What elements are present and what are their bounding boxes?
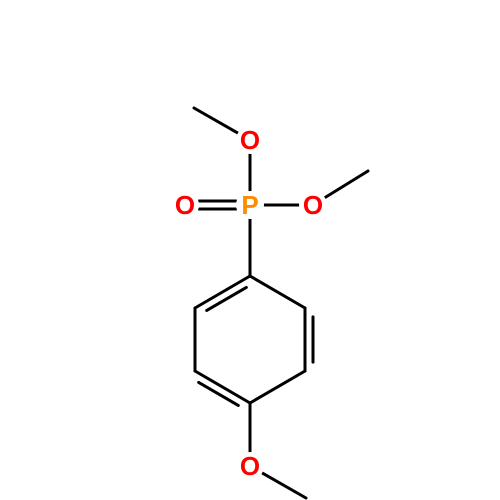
bonds-layer (194, 108, 368, 498)
atom-label-P: P (241, 190, 258, 220)
atom-label-O4: O (240, 451, 260, 481)
atom-label-O3: O (240, 125, 260, 155)
molecule-diagram: P O O O O (0, 0, 500, 500)
atom-label-O1: O (175, 190, 195, 220)
atom-label-O2: O (303, 190, 323, 220)
